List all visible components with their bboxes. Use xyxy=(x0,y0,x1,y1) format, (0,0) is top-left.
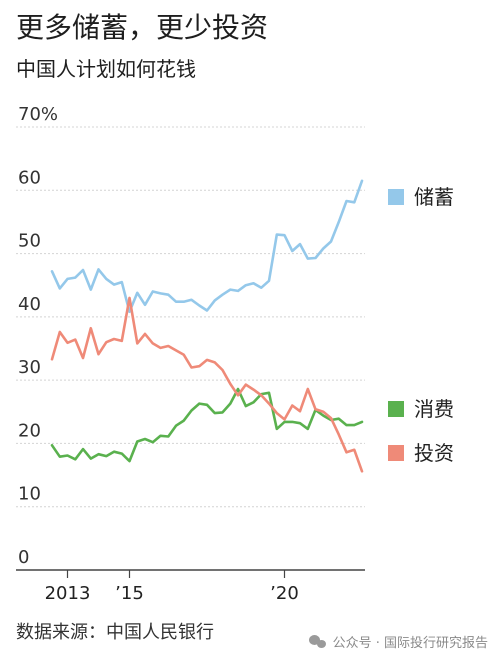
wechat-icon xyxy=(308,634,327,649)
y-tick-label: 0 xyxy=(18,547,29,568)
y-tick-label: 50 xyxy=(18,231,41,252)
legend-swatch xyxy=(388,401,404,417)
y-tick-label: 30 xyxy=(18,357,41,378)
x-tick-label: 2013 xyxy=(45,583,91,604)
y-tick-label: 40 xyxy=(18,294,41,315)
y-tick-label: 10 xyxy=(18,484,41,505)
x-tick-label: ’20 xyxy=(270,583,299,604)
chart-title: 更多储蓄，更少投资 xyxy=(16,11,269,44)
watermark-text: 公众号 · 国际投行研究报告 xyxy=(332,636,488,651)
legend-label: 储蓄 xyxy=(414,185,454,209)
x-tick-label: ’15 xyxy=(115,583,144,604)
legend-swatch xyxy=(388,445,404,461)
series-line xyxy=(50,387,364,463)
series-line xyxy=(50,296,364,473)
legend-label: 投资 xyxy=(414,441,454,465)
chart-subtitle: 中国人计划如何花钱 xyxy=(16,57,196,81)
source-note: 数据来源：中国人民银行 xyxy=(16,622,214,643)
y-tick-label: 60 xyxy=(18,167,41,188)
y-tick-label: 20 xyxy=(18,420,41,441)
series-line xyxy=(50,179,364,314)
y-tick-label: 70% xyxy=(18,104,58,125)
watermark: 公众号 · 国际投行研究报告 xyxy=(308,632,488,651)
legend-swatch xyxy=(388,189,404,205)
legend-label: 消费 xyxy=(414,397,454,421)
